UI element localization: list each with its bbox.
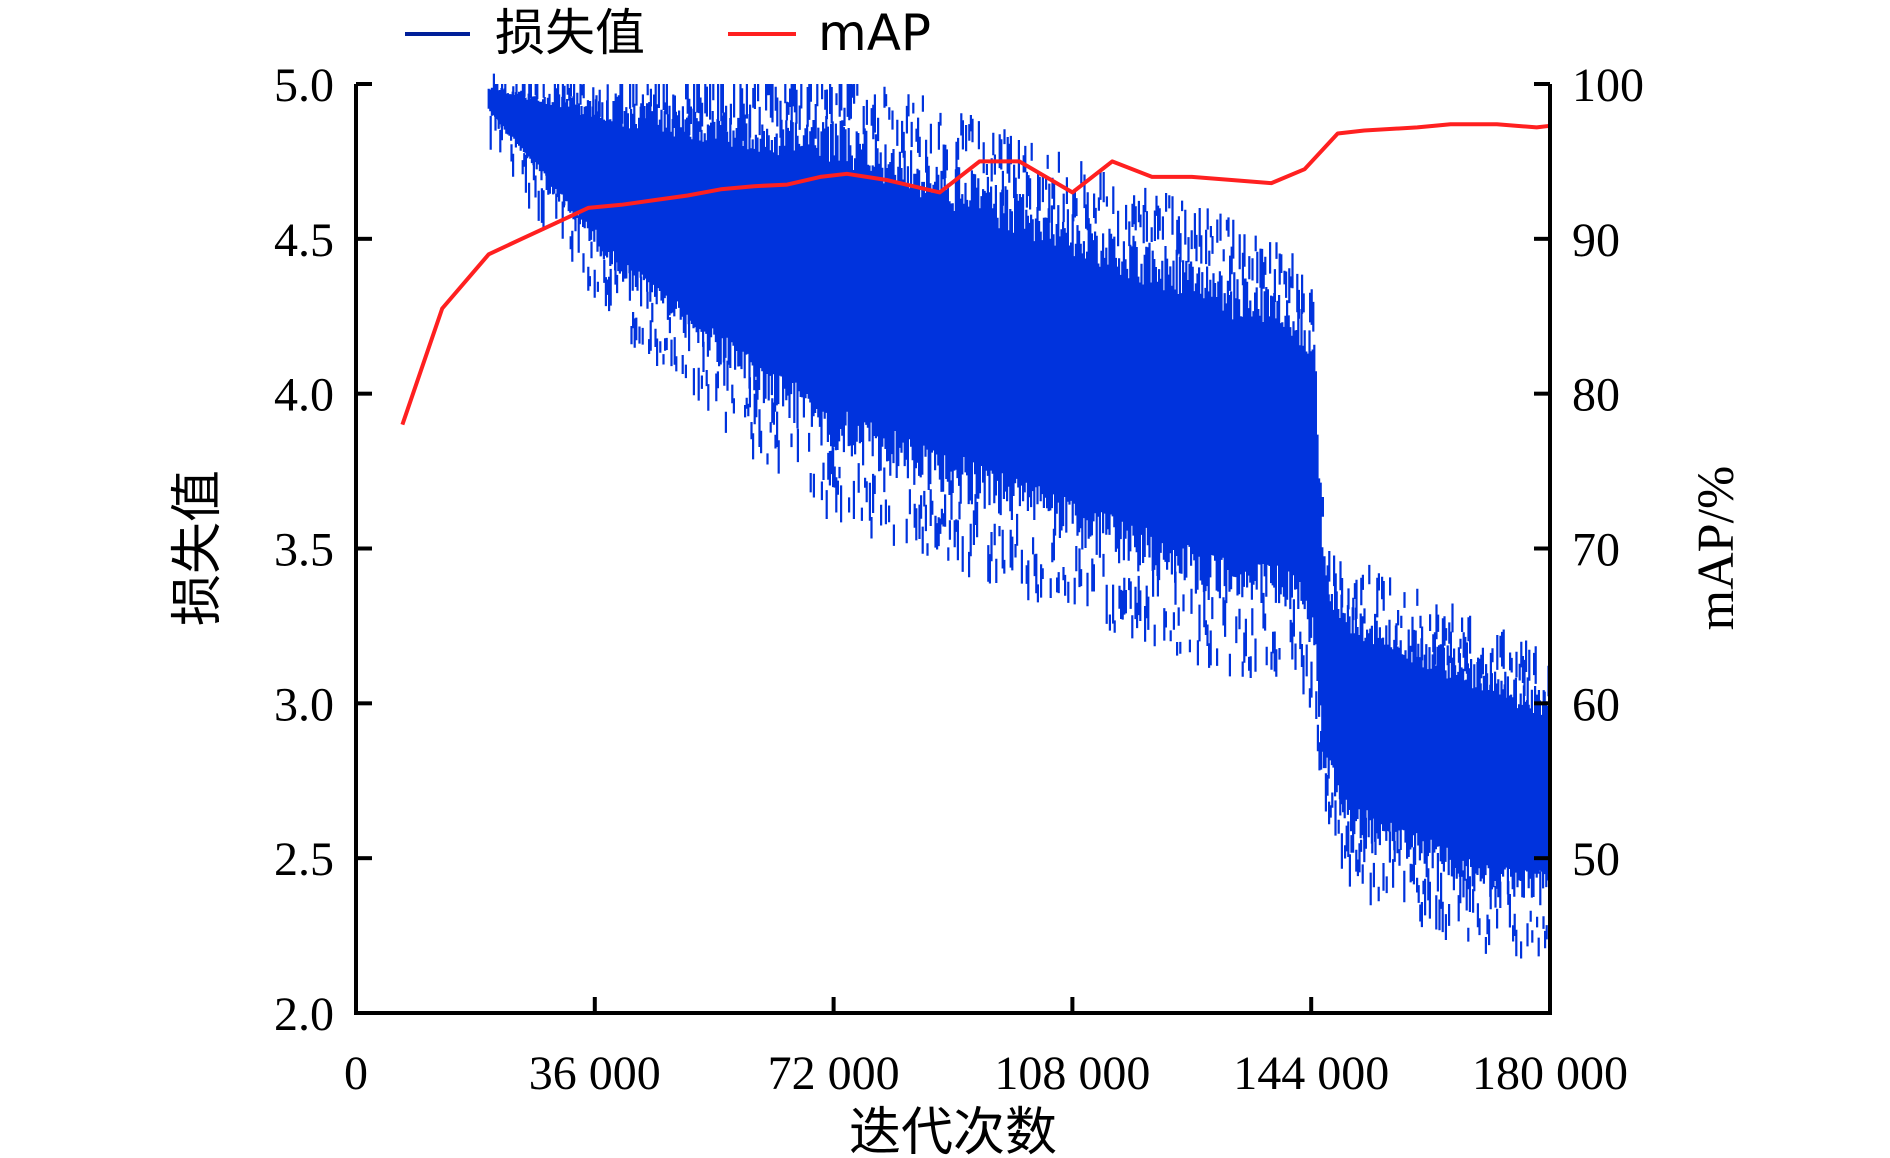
y-left-tick-label: 5.0: [274, 59, 334, 112]
y-left-tick-label: 3.5: [274, 524, 334, 577]
y-right-tick-label: 90: [1572, 214, 1620, 267]
y-right-tick-label: 50: [1572, 833, 1620, 886]
y-right-tick-label: 80: [1572, 369, 1620, 422]
legend-label-loss: 损失值: [495, 4, 645, 62]
x-axis-ticks: 0 36 000 72 000 108 000 144 000 180 000: [344, 997, 1628, 1100]
x-axis-title: 迭代次数: [849, 1103, 1057, 1158]
y-right-tick-label: 60: [1572, 678, 1620, 731]
y-right-axis-ticks: 50 60 70 80 90 100: [1534, 59, 1644, 886]
y-left-tick-label: 2.5: [274, 833, 334, 886]
y-left-tick-label: 2.0: [274, 988, 334, 1041]
y-left-tick-label: 4.5: [274, 214, 334, 267]
loss-series: [487, 73, 1550, 959]
legend-label-map: mAP: [818, 4, 931, 62]
map-line: [400, 122, 1551, 426]
y-left-axis-ticks: 2.0 2.5 3.0 3.5 4.0 4.5 5.0: [274, 59, 372, 1041]
x-tick-label: 180 000: [1472, 1047, 1628, 1100]
legend: 损失值 mAP: [405, 4, 931, 62]
map-series: [400, 122, 1551, 426]
x-tick-label: 0: [344, 1047, 368, 1100]
x-tick-label: 108 000: [994, 1047, 1150, 1100]
x-tick-label: 72 000: [768, 1047, 900, 1100]
x-tick-label: 144 000: [1233, 1047, 1389, 1100]
y-right-tick-label: 70: [1572, 524, 1620, 577]
x-tick-label: 36 000: [529, 1047, 661, 1100]
loss-band-streaks: [487, 73, 1550, 959]
y-left-tick-label: 4.0: [274, 369, 334, 422]
y-right-axis-title: mAP/%: [1688, 466, 1745, 631]
y-right-tick-label: 100: [1572, 59, 1644, 112]
y-left-tick-label: 3.0: [274, 678, 334, 731]
y-left-axis-title: 损失值: [168, 470, 228, 626]
